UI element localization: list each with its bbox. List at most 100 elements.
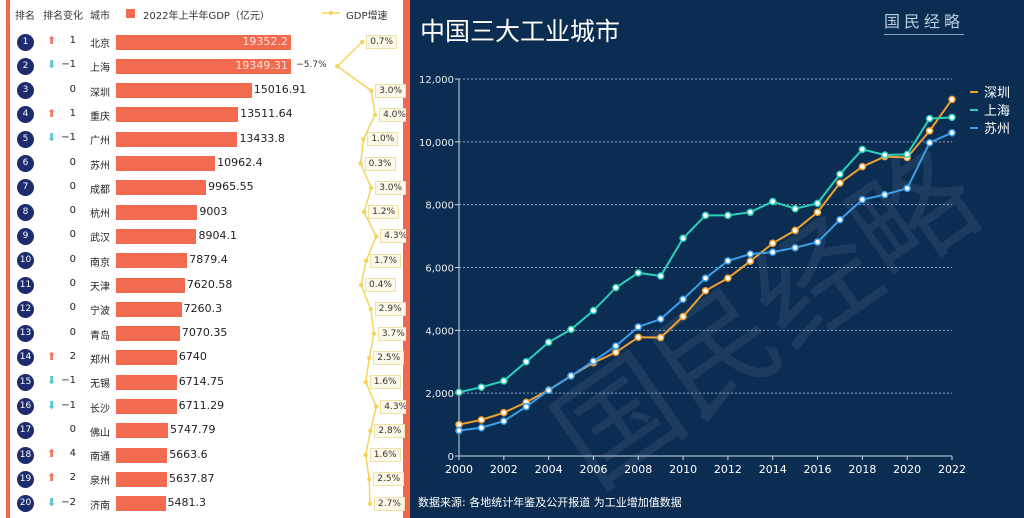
brand-logo: 国民经略 [884, 8, 965, 35]
gdp-value: 7620.58 [186, 277, 233, 291]
city-name: 成都 [90, 184, 110, 196]
data-point [858, 145, 867, 154]
data-point [455, 388, 463, 396]
growth-label: 4.3% [380, 229, 412, 244]
rank-badge: 3 [17, 82, 34, 100]
panel-stripe [406, 0, 410, 518]
data-point [925, 114, 934, 123]
growth-label: 3.0% [375, 83, 407, 98]
rank-change: −1 [61, 59, 76, 71]
data-point [612, 283, 620, 292]
growth-point [363, 258, 369, 263]
gdp-value: 13433.8 [239, 131, 285, 145]
watermark: 国民经略 [531, 125, 1004, 514]
rank-badge: 2 [17, 57, 34, 75]
growth-label: 1.6% [369, 375, 401, 390]
data-point [522, 402, 530, 411]
arrow-down-icon: ⬇ [47, 131, 57, 145]
gdp-bar [116, 107, 239, 123]
growth-point [361, 137, 366, 142]
data-point [701, 274, 710, 282]
gdp-value: 7260.3 [183, 301, 223, 315]
rank-change: −1 [61, 375, 76, 387]
data-point [948, 113, 956, 122]
rank-badge: 5 [17, 130, 34, 148]
rank-badge: 17 [17, 422, 34, 440]
data-point [791, 226, 799, 235]
data-point [634, 269, 643, 277]
rank-change: −1 [61, 399, 76, 411]
rank-badge: 8 [17, 203, 34, 221]
city-name: 南通 [90, 452, 110, 464]
data-point [634, 323, 643, 331]
city-name: 泉州 [90, 476, 110, 488]
growth-point [361, 209, 367, 215]
data-point [858, 195, 867, 204]
rank-change: −2 [61, 496, 76, 508]
data-point [746, 208, 755, 216]
growth-legend-label: GDP增速 [346, 11, 388, 22]
growth-label: 0.4% [365, 278, 396, 292]
growth-label: 2.8% [374, 423, 406, 438]
legend-label: 苏州 [984, 121, 1010, 137]
data-point [477, 383, 486, 391]
growth-label: 1.6% [369, 448, 401, 463]
growth-label: 2.9% [374, 302, 406, 317]
gdp-value: 6740 [178, 350, 207, 364]
rank-badge: 14 [17, 349, 34, 367]
city-name: 无锡 [90, 379, 110, 391]
x-tick-label: 2022 [938, 463, 966, 476]
growth-line [335, 39, 379, 506]
gdp-value: 5747.79 [169, 423, 216, 437]
growth-point [358, 161, 363, 166]
growth-point [363, 380, 368, 385]
data-point [836, 179, 844, 187]
x-tick-label: 2006 [579, 463, 607, 476]
growth-label: 0.3% [364, 156, 396, 171]
rank-change: 1 [69, 107, 76, 119]
gdp-value: 10962.4 [217, 156, 263, 169]
legend-label: 深圳 [984, 86, 1010, 101]
y-tick-label: 10,000 [419, 138, 454, 149]
data-point [589, 357, 598, 365]
x-tick-label: 2014 [759, 463, 787, 476]
panel-border-left [6, 0, 10, 518]
rank-badge: 15 [17, 373, 34, 391]
data-point [813, 208, 822, 216]
gdp-value: 7070.35 [181, 326, 228, 340]
city-name: 北京 [90, 39, 110, 50]
data-point [746, 257, 755, 265]
gdp-bar [116, 326, 180, 342]
arrow-up-icon: ⬆ [47, 447, 57, 461]
growth-label: 3.7% [377, 326, 409, 341]
growth-point [369, 88, 374, 93]
rank-change: 0 [69, 180, 76, 192]
gdp-value: 6711.29 [178, 399, 225, 412]
rank-change: 0 [69, 302, 76, 314]
rank-badge: 13 [17, 325, 34, 343]
gdp-bar [116, 253, 188, 269]
rank-change: 2 [69, 350, 76, 362]
data-point [656, 272, 665, 280]
y-tick-label: 2,000 [425, 389, 454, 400]
data-point [813, 199, 822, 208]
gdp-bar [116, 471, 167, 487]
growth-label: 3.0% [375, 180, 407, 195]
y-tick-label: 6,000 [425, 264, 454, 275]
rank-change: 0 [69, 83, 76, 95]
data-point [656, 315, 665, 323]
header-change: 排名变化 [43, 11, 83, 22]
city-name: 宁波 [90, 306, 110, 318]
x-tick-label: 2004 [535, 463, 563, 476]
rank-badge: 7 [17, 179, 34, 197]
growth-point [371, 331, 377, 336]
gdp-bar [116, 58, 291, 74]
rank-badge: 1 [17, 33, 34, 51]
growth-point [372, 112, 378, 118]
x-tick-label: 2002 [490, 463, 518, 476]
data-point [768, 197, 777, 206]
gdp-value: 5663.6 [169, 447, 208, 461]
data-point [500, 377, 508, 385]
chart-title: 中国三大工业城市 [420, 17, 621, 46]
gdp-value: 7879.4 [189, 253, 228, 267]
